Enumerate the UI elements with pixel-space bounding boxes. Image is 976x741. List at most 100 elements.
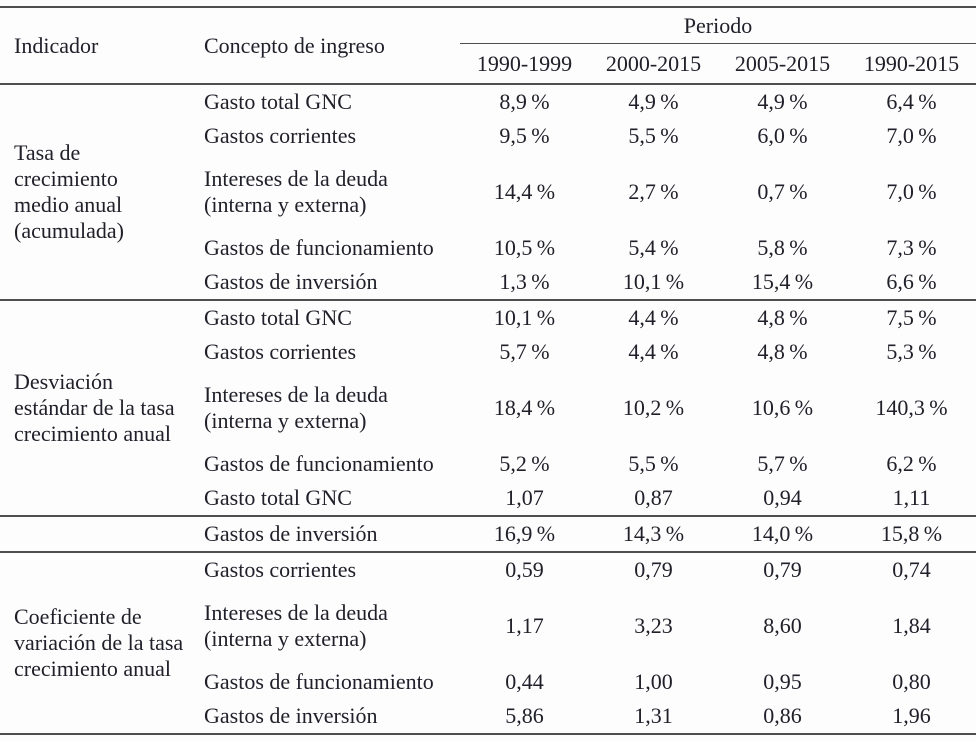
value-cell: 1,31	[634, 703, 673, 728]
value-cell: 15,8 %	[880, 521, 943, 546]
header-period-col-1: 2000-2015	[605, 50, 702, 76]
value-cell: 1,96	[892, 703, 931, 728]
table-row: Intereses de la deuda (interna y externa…	[0, 153, 976, 231]
value-cell: 5,4 %	[628, 235, 679, 260]
concept-cell: Gastos de inversión	[204, 703, 378, 728]
value-cell: 4,4 %	[628, 339, 679, 364]
table-row: Gastos de inversión 1,3 % 10,1 % 15,4 % 6,6 …	[0, 265, 976, 300]
indicator-group-0: Tasa de crecimiento medio anual (acumula…	[0, 84, 976, 300]
header-concepto-de-ingreso: Concepto de ingreso	[204, 32, 385, 58]
value-cell: 4,9 %	[757, 89, 808, 114]
header-indicador: Indicador	[14, 32, 99, 58]
value-cell: 0,80	[892, 669, 931, 694]
value-cell: 0,74	[892, 557, 931, 582]
value-cell: 14,3 %	[622, 521, 685, 546]
indicator-group-3: Coeficiente de variación de la tasa crec…	[0, 552, 976, 734]
value-cell: 4,9 %	[628, 89, 679, 114]
value-cell: 0,7 %	[757, 179, 808, 204]
indicator-cell: Desviación estándar de la tasa crecimien…	[14, 369, 175, 446]
value-cell: 10,5 %	[493, 235, 556, 260]
value-cell: 16,9 %	[493, 521, 556, 546]
indicator-cell: Coeficiente de variación de la tasa crec…	[14, 604, 184, 681]
value-cell: 1,07	[505, 485, 544, 510]
table-row: Gastos de inversión 5,86 1,31 0,86 1,96	[0, 699, 976, 734]
value-cell: 7,5 %	[886, 305, 937, 330]
table-row: Gastos de funcionamiento 5,2 % 5,5 % 5,7 % 6…	[0, 447, 976, 481]
table-row: Gastos de inversión 16,9 % 14,3 % 14,0 % 15,…	[0, 516, 976, 552]
value-cell: 0,44	[505, 669, 544, 694]
value-cell: 0,59	[505, 557, 544, 582]
value-cell: 15,4 %	[751, 269, 814, 294]
concept-cell: Gastos de funcionamiento	[204, 451, 434, 476]
value-cell: 5,7 %	[757, 451, 808, 476]
value-cell: 4,8 %	[757, 339, 808, 364]
table-row: Gastos corrientes 5,7 % 4,4 % 4,8 % 5,3 %	[0, 335, 976, 369]
header-period-col-0: 1990-1999	[476, 50, 573, 76]
table-row: Desviación estándar de la tasa crecimien…	[0, 300, 976, 446]
value-cell: 1,84	[892, 613, 931, 638]
value-cell: 14,4 %	[493, 179, 556, 204]
concept-cell: Gasto total GNC	[204, 89, 352, 114]
value-cell: 5,5 %	[628, 123, 679, 148]
value-cell: 7,0 %	[886, 179, 937, 204]
concept-cell: Gastos de inversión	[204, 269, 378, 294]
concept-cell: Intereses de la deuda (interna y externa…	[204, 166, 388, 217]
concept-cell: Gasto total GNC	[204, 485, 352, 510]
value-cell: 6,2 %	[886, 451, 937, 476]
header-row-1: Indicador Concepto de ingreso Periodo	[0, 7, 976, 58]
table-row: Gasto total GNC 1,07 0,87 0,94 1,11	[0, 481, 976, 516]
value-cell: 7,0 %	[886, 123, 937, 148]
value-cell: 1,11	[892, 485, 931, 510]
value-cell: 5,3 %	[886, 339, 937, 364]
indicator-group-2: Gastos de inversión 16,9 % 14,3 % 14,0 % 15,…	[0, 516, 976, 552]
concept-cell: Gastos corrientes	[204, 123, 357, 148]
value-cell: 10,6 %	[751, 395, 814, 420]
value-cell: 5,86	[505, 703, 544, 728]
value-cell: 140,3 %	[875, 395, 948, 420]
value-cell: 10,1 %	[622, 269, 685, 294]
value-cell: 4,8 %	[757, 305, 808, 330]
value-cell: 5,5 %	[628, 451, 679, 476]
concept-cell: Intereses de la deuda (interna y externa…	[204, 382, 388, 433]
concept-cell: Gastos de funcionamiento	[204, 235, 434, 260]
value-cell: 8,9 %	[499, 89, 550, 114]
value-cell: 6,6 %	[886, 269, 937, 294]
value-cell: 0,79	[763, 557, 802, 582]
statistics-table: Indicador Concepto de ingreso Periodo 19…	[0, 6, 976, 735]
value-cell: 0,94	[763, 485, 802, 510]
concept-cell: Intereses de la deuda (interna y externa…	[204, 600, 388, 651]
header-period-col-3: 1990-2015	[863, 50, 960, 76]
concept-cell: Gastos de inversión	[204, 521, 378, 546]
value-cell: 18,4 %	[493, 395, 556, 420]
table-row: Tasa de crecimiento medio anual (acumula…	[0, 84, 976, 243]
value-cell: 2,7 %	[628, 179, 679, 204]
value-cell: 1,3 %	[499, 269, 550, 294]
value-cell: 3,23	[634, 613, 673, 638]
value-cell: 0,95	[763, 669, 802, 694]
indicator-cell	[0, 516, 192, 552]
value-cell: 0,86	[763, 703, 802, 728]
value-cell: 1,00	[634, 669, 673, 694]
concept-cell: Gastos corrientes	[204, 557, 357, 582]
indicator-cell: Tasa de crecimiento medio anual (acumula…	[14, 140, 124, 243]
value-cell: 10,1 %	[493, 305, 556, 330]
value-cell: 5,8 %	[757, 235, 808, 260]
value-cell: 1,17	[505, 613, 544, 638]
value-cell: 10,2 %	[622, 395, 685, 420]
value-cell: 9,5 %	[499, 123, 550, 148]
value-cell: 0,87	[634, 485, 673, 510]
header-period-col-2: 2005-2015	[734, 50, 831, 76]
concept-cell: Gasto total GNC	[204, 305, 352, 330]
value-cell: 8,60	[763, 613, 802, 638]
table-row: Intereses de la deuda (interna y externa…	[0, 369, 976, 447]
table-row: Gastos de funcionamiento 0,44 1,00 0,95 0,80	[0, 665, 976, 699]
indicator-group-1: Desviación estándar de la tasa crecimien…	[0, 300, 976, 516]
concept-cell: Gastos de funcionamiento	[204, 669, 434, 694]
table-header: Indicador Concepto de ingreso Periodo 19…	[0, 7, 976, 84]
value-cell: 5,2 %	[499, 451, 550, 476]
table-row: Coeficiente de variación de la tasa crec…	[0, 552, 976, 681]
value-cell: 7,3 %	[886, 235, 937, 260]
table-row: Gastos de funcionamiento 10,5 % 5,4 % 5,8 %…	[0, 231, 976, 265]
value-cell: 6,0 %	[757, 123, 808, 148]
